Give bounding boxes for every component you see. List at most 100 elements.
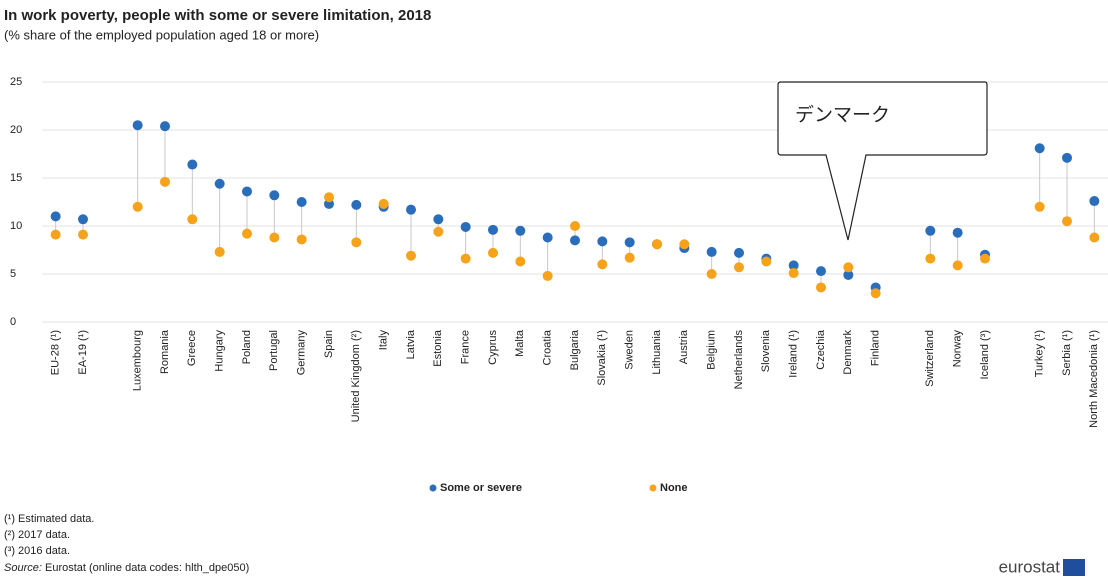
- dot: [269, 232, 280, 243]
- y-tick-label: 20: [10, 124, 22, 136]
- x-tick-label: Romania: [159, 329, 171, 374]
- dot: [734, 247, 744, 258]
- dot: [50, 211, 61, 222]
- footnote: (¹) Estimated data.: [4, 513, 94, 525]
- x-tick-label: Italy: [378, 330, 390, 351]
- x-tick-label: Slovakia (¹): [596, 330, 608, 386]
- dot: [488, 224, 498, 235]
- x-tick-label: North Macedonia (¹): [1088, 330, 1100, 428]
- y-tick-label: 15: [10, 172, 22, 184]
- x-tick-label: Malta: [514, 329, 526, 357]
- callout-text: デンマーク: [795, 104, 890, 126]
- dot: [706, 269, 717, 279]
- dot: [433, 214, 444, 225]
- dot: [351, 237, 362, 248]
- x-tick-label: Netherlands: [733, 330, 745, 390]
- x-tick-label: Slovenia: [760, 329, 772, 372]
- dot: [1089, 196, 1100, 207]
- dot: [1034, 143, 1045, 154]
- dot: [542, 270, 553, 281]
- dot: [132, 120, 143, 131]
- dot: [870, 288, 881, 299]
- source-label: Source:: [4, 562, 42, 574]
- x-tick-label: France: [460, 330, 472, 364]
- x-tick-label: United Kingdom (²): [350, 330, 362, 422]
- logo-flag: [1063, 559, 1085, 576]
- dot: [925, 253, 936, 264]
- dot: [515, 225, 526, 236]
- dot: [816, 266, 826, 277]
- dot: [296, 234, 307, 245]
- dot: [269, 190, 280, 201]
- x-tick-label: Turkey (¹): [1034, 330, 1046, 377]
- legend-marker: [429, 484, 437, 492]
- dot: [624, 252, 635, 263]
- x-tick-label: Estonia: [432, 329, 444, 367]
- chart-subtitle: (% share of the employed population aged…: [4, 27, 319, 42]
- x-tick-label: Poland: [241, 330, 253, 364]
- legend-label: Some or severe: [440, 482, 522, 494]
- y-tick-label: 25: [10, 76, 22, 88]
- dot: [570, 221, 580, 231]
- x-tick-label: Austria: [678, 329, 690, 364]
- x-tick-label: Serbia (¹): [1061, 330, 1073, 376]
- dot: [843, 269, 854, 280]
- dot: [460, 221, 471, 232]
- x-tick-label: Lithuania: [651, 329, 663, 375]
- dot: [78, 229, 88, 240]
- dot: [597, 236, 608, 247]
- x-tick-label: Bulgaria: [569, 329, 581, 370]
- dot: [187, 159, 198, 170]
- x-tick-label: Hungary: [214, 330, 226, 372]
- dot: [296, 197, 307, 207]
- x-tick-label: Spain: [323, 330, 335, 358]
- dot: [816, 282, 826, 293]
- dot: [324, 192, 334, 203]
- dot: [597, 259, 608, 270]
- dot: [406, 250, 416, 261]
- dot: [570, 235, 580, 246]
- x-tick-label: Switzerland: [924, 330, 936, 387]
- x-tick-label: Cyprus: [487, 330, 499, 365]
- x-tick-label: Sweden: [624, 330, 636, 370]
- x-tick-label: Czechia: [815, 329, 827, 370]
- dot: [214, 178, 225, 189]
- x-tick-label: Belgium: [706, 330, 718, 370]
- dot: [187, 214, 198, 225]
- dot: [242, 186, 252, 197]
- dot: [1062, 216, 1072, 227]
- dot: [378, 198, 389, 209]
- dot: [242, 228, 252, 239]
- dot: [351, 199, 362, 210]
- legend-label: None: [660, 482, 688, 494]
- dot: [980, 253, 990, 264]
- dot: [679, 239, 690, 250]
- dot: [488, 247, 498, 258]
- dot: [652, 239, 662, 250]
- dot: [624, 237, 635, 248]
- dot: [78, 214, 88, 225]
- dot: [843, 262, 854, 273]
- y-tick-label: 0: [10, 316, 16, 328]
- logo-text: eurostat: [999, 557, 1061, 576]
- dot: [952, 260, 963, 271]
- dot: [1062, 152, 1072, 163]
- source-text: Eurostat (online data codes: hlth_dpe050…: [45, 562, 249, 574]
- x-tick-label: Finland: [870, 330, 882, 366]
- dot: [460, 253, 471, 264]
- footnote: (²) 2017 data.: [4, 529, 70, 541]
- dot: [925, 225, 936, 236]
- dot: [734, 262, 744, 273]
- x-tick-label: Iceland (³): [979, 330, 991, 380]
- x-tick-label: Greece: [186, 330, 198, 366]
- y-tick-label: 10: [10, 220, 22, 232]
- x-tick-label: Croatia: [542, 329, 554, 365]
- footnote: (³) 2016 data.: [4, 545, 70, 557]
- dot: [761, 256, 772, 267]
- x-tick-label: Norway: [952, 330, 964, 368]
- dot: [515, 256, 526, 267]
- dot: [160, 176, 170, 187]
- dot: [542, 232, 553, 243]
- x-tick-label: Portugal: [268, 330, 280, 371]
- source: Source: Eurostat (online data codes: hlt…: [4, 562, 249, 574]
